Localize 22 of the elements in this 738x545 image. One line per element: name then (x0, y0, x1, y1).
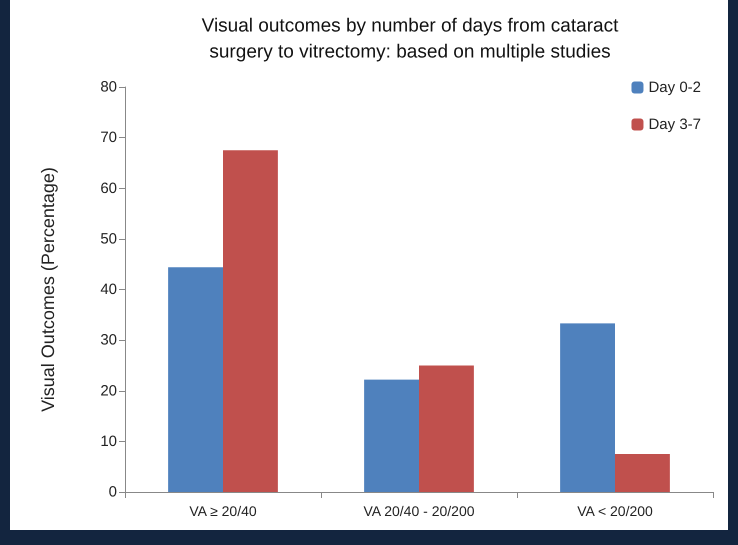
bar (615, 454, 670, 492)
y-tick-label: 60 (100, 180, 117, 197)
x-tick-label: VA 20/40 - 20/200 (363, 503, 475, 519)
y-tick-label: 80 (100, 78, 117, 96)
y-tick-label: 0 (108, 484, 117, 500)
bar (364, 380, 419, 492)
y-tick-label: 10 (100, 432, 117, 450)
y-tick-label: 70 (100, 129, 117, 146)
y-axis-title: Visual Outcomes (Percentage) (38, 167, 58, 412)
y-tick-label: 30 (100, 332, 117, 349)
y-tick-label: 20 (100, 382, 117, 400)
y-tick-label: 40 (100, 281, 117, 298)
bar (419, 365, 474, 492)
bar (560, 323, 615, 492)
x-tick-label: VA < 20/200 (577, 503, 654, 519)
bar (223, 150, 278, 492)
y-tick-label: 50 (100, 230, 117, 248)
bar (168, 267, 223, 492)
legend-label: Day 3-7 (648, 116, 702, 133)
x-tick-label: VA ≥ 20/40 (189, 503, 257, 519)
legend-label: Day 0-2 (648, 79, 702, 96)
chart-title: Visual outcomes by number of days from cataract surgery to vitrectomy: based on multiple studies (202, 16, 620, 62)
